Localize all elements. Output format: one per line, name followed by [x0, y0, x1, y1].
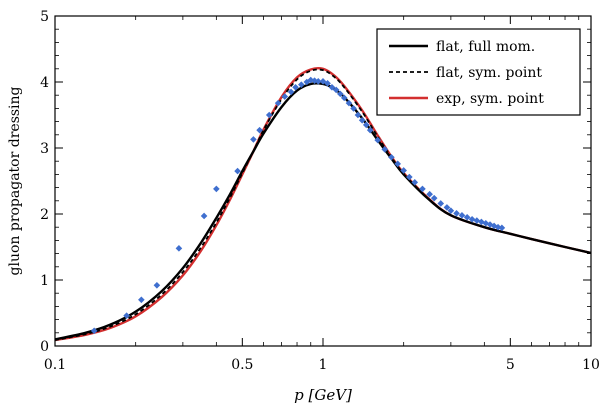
data-point	[153, 281, 161, 289]
legend-label-flat-sym-point: flat, sym. point	[436, 65, 542, 81]
legend: flat, full mom. flat, sym. point exp, sy…	[376, 28, 581, 116]
data-point	[345, 99, 353, 107]
data-point	[482, 219, 490, 227]
series-line-flat-full-mom	[55, 82, 591, 341]
data-point	[265, 111, 273, 119]
data-point	[490, 222, 498, 230]
data-point	[498, 224, 506, 232]
data-point	[437, 200, 445, 207]
x-axis-label: p [GeV]	[294, 386, 352, 404]
data-point	[494, 223, 502, 231]
data-point	[332, 86, 340, 94]
data-point	[256, 126, 263, 134]
data-point	[298, 81, 305, 88]
data-point	[411, 179, 419, 186]
data-point	[463, 214, 471, 221]
data-point	[406, 173, 413, 181]
x-tick-label: 10	[582, 357, 600, 373]
data-point	[274, 99, 282, 107]
data-point	[340, 94, 348, 102]
data-point	[123, 312, 130, 319]
data-point	[175, 245, 183, 252]
data-point	[426, 190, 433, 198]
data-point	[213, 185, 220, 193]
data-point	[354, 111, 362, 119]
data-point	[336, 90, 344, 98]
data-point	[430, 194, 438, 202]
data-point	[200, 212, 208, 220]
ticks-layer: 0.1 0.5 1 5 10 0 1 2 3 4 5	[40, 9, 600, 373]
y-tick-label: 1	[40, 273, 49, 289]
x-tick-label: 5	[506, 357, 515, 373]
data-point	[478, 218, 485, 226]
data-point	[447, 207, 455, 214]
data-point	[358, 116, 366, 124]
y-tick-label: 3	[40, 141, 49, 157]
y-tick-label: 2	[40, 207, 49, 223]
data-point	[281, 93, 289, 100]
data-point	[328, 83, 336, 91]
data-point	[419, 185, 426, 193]
legend-label-exp-sym-point: exp, sym. point	[436, 91, 544, 107]
data-point	[394, 160, 402, 168]
data-point	[292, 83, 299, 91]
data-point	[400, 167, 407, 174]
y-tick-label: 4	[40, 75, 49, 91]
data-point	[324, 80, 331, 87]
data-point	[314, 78, 322, 85]
data-point	[350, 105, 357, 112]
data-point	[234, 167, 241, 175]
points-layer	[90, 76, 506, 335]
legend-label-flat-full-mom: flat, full mom.	[436, 39, 535, 55]
x-tick-label: 0.5	[231, 357, 253, 373]
data-point	[90, 327, 98, 335]
data-point	[250, 136, 257, 143]
data-point	[138, 296, 145, 304]
data-point	[388, 153, 395, 161]
y-tick-label: 0	[40, 339, 49, 355]
y-tick-label: 5	[40, 9, 49, 25]
y-axis-label: gluon propagator dressing	[7, 86, 23, 275]
data-point	[366, 126, 374, 134]
x-tick-label: 0.1	[44, 357, 66, 373]
data-point	[381, 146, 389, 153]
data-point	[374, 136, 382, 144]
x-tick-label: 1	[319, 357, 328, 373]
data-point	[453, 210, 460, 217]
data-point	[287, 88, 295, 96]
data-point	[468, 215, 476, 223]
series-layer	[55, 66, 591, 342]
data-point	[443, 204, 451, 211]
data-point	[458, 212, 466, 219]
data-point	[362, 121, 370, 129]
